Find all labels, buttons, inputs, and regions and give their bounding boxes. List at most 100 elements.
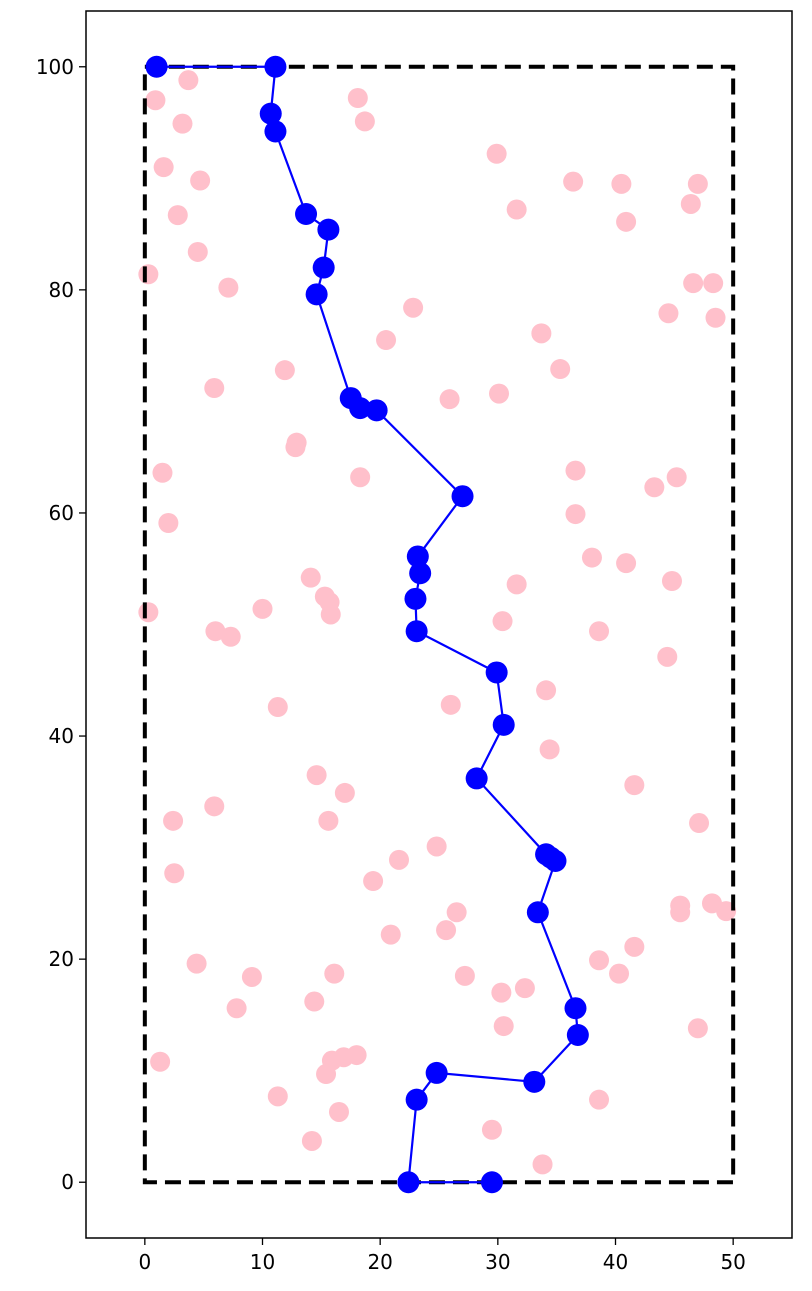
path-marker — [264, 120, 287, 143]
scatter-point — [301, 1130, 322, 1151]
scatter-point — [609, 963, 630, 984]
path-marker — [264, 55, 287, 78]
scatter-point — [334, 782, 355, 803]
scatter-point — [388, 849, 409, 870]
scatter-point — [486, 143, 507, 164]
path-marker — [406, 545, 429, 568]
scatter-point — [226, 998, 247, 1019]
scatter-point — [489, 383, 510, 404]
scatter-point — [328, 1101, 349, 1122]
scatter-point — [164, 863, 185, 884]
scatter-point — [324, 963, 345, 984]
scatter-point — [138, 602, 159, 623]
scatter-point — [187, 241, 208, 262]
path-marker — [397, 1171, 420, 1194]
axes-frame — [85, 10, 793, 1239]
scatter-point — [506, 199, 527, 220]
scatter-point — [354, 111, 375, 132]
scatter-point — [300, 567, 321, 588]
scatter-point — [703, 273, 724, 294]
scatter-point — [158, 512, 179, 533]
scatter-point — [172, 113, 193, 134]
scatter-point — [565, 504, 586, 525]
scatter-point — [347, 88, 368, 109]
scatter-point — [153, 157, 174, 178]
y-tick-label: 60 — [49, 501, 74, 525]
path-marker — [523, 1070, 546, 1093]
scatter-point — [624, 775, 645, 796]
scatter-point — [687, 173, 708, 194]
scatter-point — [178, 70, 199, 91]
x-tick-label: 10 — [250, 1250, 275, 1274]
scatter-point — [493, 1016, 514, 1037]
path-marker — [317, 218, 340, 241]
scatter-point — [205, 621, 226, 642]
scatter-point — [705, 307, 726, 328]
scatter-point — [204, 378, 225, 399]
path-marker — [312, 256, 335, 279]
y-tick-label: 80 — [49, 278, 74, 302]
x-tick-label: 30 — [485, 1250, 510, 1274]
y-tick-label: 100 — [36, 55, 74, 79]
x-tick-label: 40 — [603, 1250, 628, 1274]
scatter-point — [687, 1018, 708, 1039]
scatter-point — [252, 598, 273, 619]
scatter-point — [186, 953, 207, 974]
scatter-point — [563, 171, 584, 192]
path-marker — [465, 767, 488, 790]
path-marker — [409, 562, 432, 585]
y-tick-label: 20 — [49, 947, 74, 971]
path-marker — [405, 1088, 428, 1111]
scatter-point — [426, 836, 447, 857]
scatter-point — [454, 965, 475, 986]
scatter-point — [670, 902, 691, 923]
scatter-point — [657, 646, 678, 667]
x-tick-label: 20 — [367, 1250, 392, 1274]
scatter-point — [661, 570, 682, 591]
x-tick-label: 0 — [138, 1250, 151, 1274]
scatter-point — [666, 467, 687, 488]
scatter-point — [536, 680, 557, 701]
scatter-point — [285, 437, 306, 458]
scatter-point — [274, 360, 295, 381]
scatter-point — [440, 694, 461, 715]
scatter-point — [689, 813, 710, 834]
scatter-point — [616, 211, 637, 232]
scatter-point — [241, 966, 262, 987]
scatter-point — [403, 297, 424, 318]
scatter-point — [163, 810, 184, 831]
scatter-point — [150, 1051, 171, 1072]
scatter-point — [506, 574, 527, 595]
scatter-point — [531, 323, 552, 344]
scatter-point — [350, 467, 371, 488]
path-marker — [492, 713, 515, 736]
scatter-point — [138, 264, 159, 285]
path-marker — [480, 1171, 503, 1194]
scatter-point — [616, 553, 637, 574]
path-marker — [485, 661, 508, 684]
scatter-point — [550, 359, 571, 380]
scatter-point — [514, 978, 535, 999]
scatter-point — [346, 1045, 367, 1066]
scatter-point — [218, 277, 239, 298]
path-marker — [349, 397, 372, 420]
scatter-point — [439, 389, 460, 410]
y-tick-label: 40 — [49, 724, 74, 748]
scatter-point — [658, 303, 679, 324]
scatter-point — [680, 193, 701, 214]
path-marker — [259, 102, 282, 125]
scatter-point — [318, 810, 339, 831]
scatter-point — [589, 950, 610, 971]
scatter-point — [267, 697, 288, 718]
scatter-point — [565, 460, 586, 481]
path-marker — [405, 620, 428, 643]
path-marker — [451, 485, 474, 508]
path-marker — [425, 1061, 448, 1084]
scatter-point — [363, 871, 384, 892]
scatter-point — [152, 462, 173, 483]
path-marker — [526, 901, 549, 924]
scatter-point — [581, 547, 602, 568]
scatter-point — [320, 604, 341, 625]
